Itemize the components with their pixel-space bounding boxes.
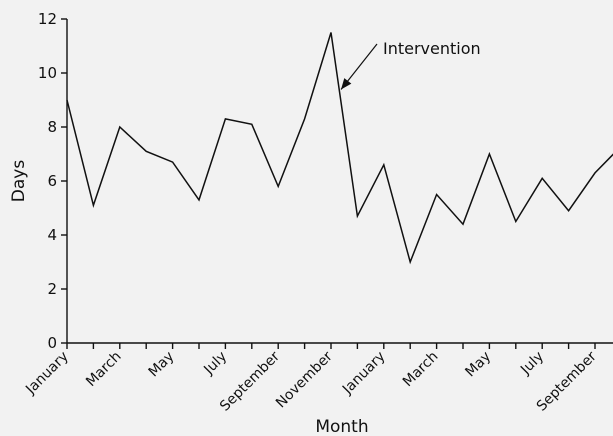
y-tick-label: 12 (38, 10, 57, 28)
series-layer (66, 32, 613, 265)
y-tick-label: 10 (38, 64, 57, 82)
x-tick-label: July (200, 349, 230, 379)
x-tick-label: January (339, 349, 389, 399)
x-tick-label: May (462, 349, 494, 381)
x-tick-label: March (400, 349, 441, 390)
x-tick-label: May (146, 349, 178, 381)
x-tick-label: March (83, 349, 124, 390)
y-axis-title: Days (9, 160, 29, 203)
x-tick-label: July (517, 349, 547, 379)
y-tick-label: 8 (47, 118, 57, 136)
annotation-label: Intervention (383, 39, 481, 58)
y-tick-label: 6 (47, 172, 57, 190)
y-tick-label: 0 (47, 334, 57, 352)
x-tick-label: November (273, 348, 336, 411)
x-axis-title: Month (315, 417, 368, 436)
y-axis-ticks: 0 2 4 6 8 10 12 (38, 10, 67, 352)
series-line (66, 32, 613, 265)
axes (66, 19, 613, 344)
y-tick-label: 2 (47, 280, 57, 298)
annotation-layer: Intervention (340, 39, 481, 90)
x-tick-label: January (22, 349, 72, 399)
y-tick-label: 4 (47, 226, 57, 244)
annotation-arrow-head (341, 78, 352, 90)
